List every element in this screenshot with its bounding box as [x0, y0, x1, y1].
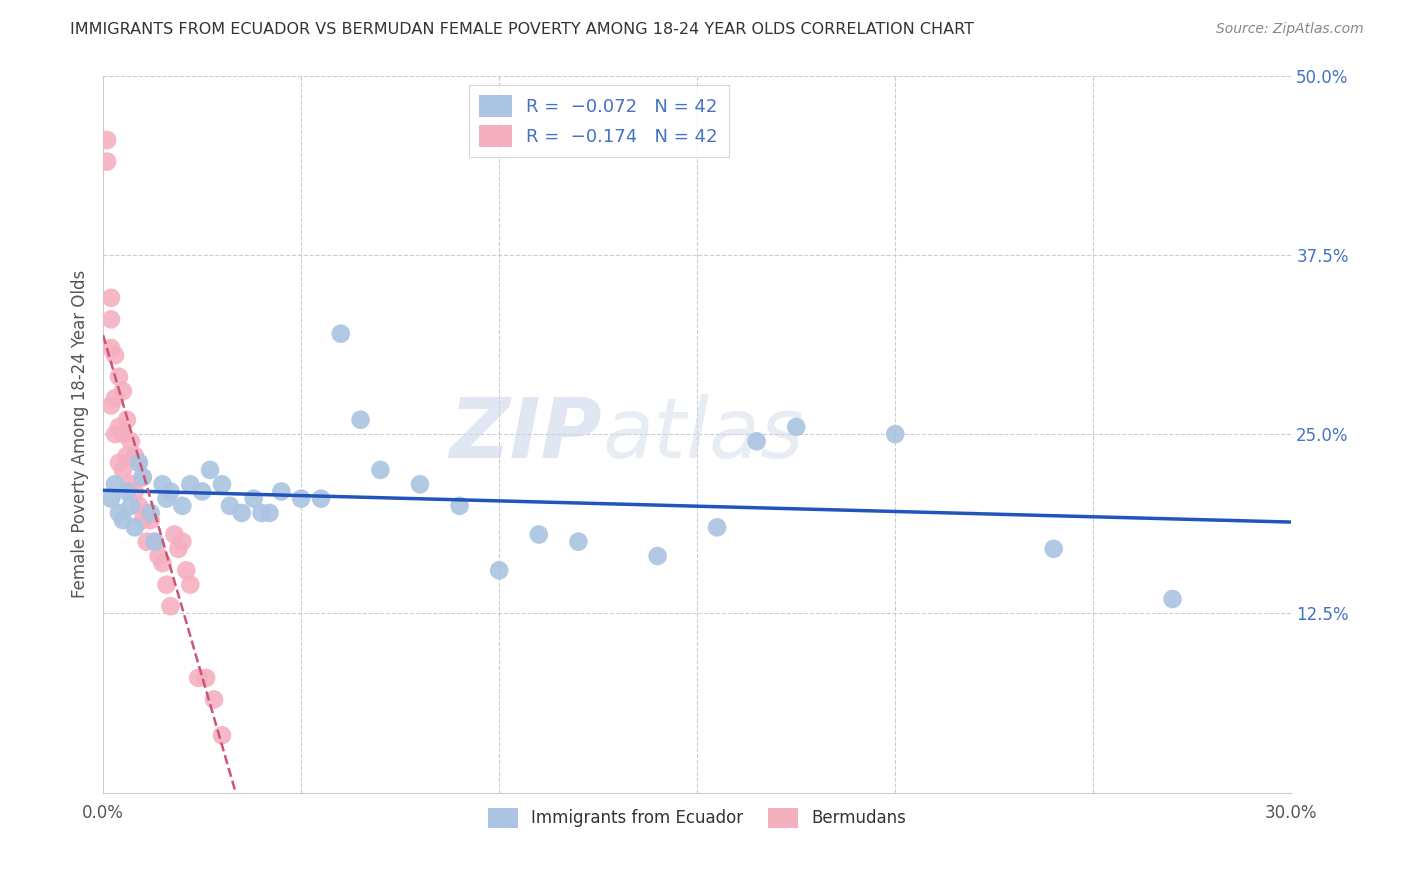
Point [290, 491, 312, 506]
Point [488, 563, 510, 577]
Point [163, 527, 186, 541]
Point [100, 398, 122, 412]
Point [329, 326, 352, 341]
Point [104, 391, 127, 405]
Point [706, 520, 728, 534]
Point [120, 499, 142, 513]
Point [167, 541, 190, 556]
Point [172, 499, 194, 513]
Point [143, 534, 166, 549]
Point [1042, 541, 1064, 556]
Point [745, 434, 768, 449]
Point [124, 484, 146, 499]
Point [270, 484, 292, 499]
Point [111, 427, 134, 442]
Point [211, 477, 233, 491]
Point [100, 312, 122, 326]
Point [567, 534, 589, 549]
Point [128, 456, 150, 470]
Text: Source: ZipAtlas.com: Source: ZipAtlas.com [1216, 22, 1364, 37]
Point [128, 456, 150, 470]
Point [884, 427, 907, 442]
Point [115, 484, 138, 499]
Point [159, 599, 181, 614]
Point [124, 520, 146, 534]
Point [132, 470, 155, 484]
Point [120, 477, 142, 491]
Point [409, 477, 432, 491]
Point [202, 692, 225, 706]
Point [132, 513, 155, 527]
Point [115, 413, 138, 427]
Point [108, 369, 131, 384]
Point [370, 463, 392, 477]
Point [100, 341, 122, 355]
Point [349, 413, 371, 427]
Point [96, 154, 118, 169]
Y-axis label: Female Poverty Among 18-24 Year Olds: Female Poverty Among 18-24 Year Olds [72, 270, 89, 599]
Point [785, 420, 807, 434]
Point [1161, 592, 1184, 607]
Point [187, 671, 209, 685]
Point [104, 427, 127, 442]
Point [155, 577, 177, 591]
Point [143, 534, 166, 549]
Point [124, 449, 146, 463]
Point [527, 527, 550, 541]
Point [449, 499, 471, 513]
Point [128, 499, 150, 513]
Point [115, 449, 138, 463]
Point [132, 470, 155, 484]
Point [120, 434, 142, 449]
Point [111, 513, 134, 527]
Point [152, 477, 174, 491]
Point [250, 506, 273, 520]
Point [135, 506, 157, 520]
Text: IMMIGRANTS FROM ECUADOR VS BERMUDAN FEMALE POVERTY AMONG 18-24 YEAR OLDS CORRELA: IMMIGRANTS FROM ECUADOR VS BERMUDAN FEMA… [70, 22, 974, 37]
Point [259, 506, 281, 520]
Point [139, 513, 162, 527]
Point [155, 491, 177, 506]
Point [179, 577, 201, 591]
Point [179, 477, 201, 491]
Point [108, 420, 131, 434]
Point [198, 463, 221, 477]
Point [96, 133, 118, 147]
Text: ZIP: ZIP [450, 393, 602, 475]
Point [218, 499, 240, 513]
Text: atlas: atlas [602, 393, 804, 475]
Point [647, 549, 669, 563]
Point [100, 491, 122, 506]
Point [104, 348, 127, 362]
Legend: Immigrants from Ecuador, Bermudans: Immigrants from Ecuador, Bermudans [481, 801, 914, 835]
Point [148, 549, 170, 563]
Point [139, 506, 162, 520]
Point [111, 463, 134, 477]
Point [108, 506, 131, 520]
Point [191, 484, 214, 499]
Point [176, 563, 198, 577]
Point [100, 291, 122, 305]
Point [108, 456, 131, 470]
Point [211, 728, 233, 742]
Point [195, 671, 218, 685]
Point [111, 384, 134, 398]
Point [152, 556, 174, 570]
Point [309, 491, 332, 506]
Point [159, 484, 181, 499]
Point [135, 534, 157, 549]
Point [231, 506, 253, 520]
Point [172, 534, 194, 549]
Point [242, 491, 264, 506]
Point [104, 477, 127, 491]
